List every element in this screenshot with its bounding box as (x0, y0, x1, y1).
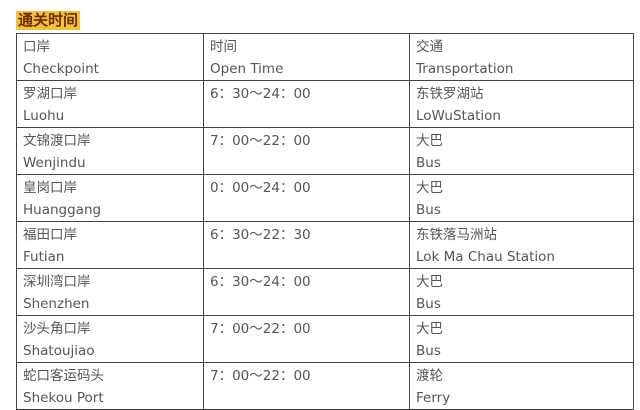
trans-cn-text: 东铁落马洲站 (416, 227, 497, 243)
cn-text: 文锦渡口岸 (23, 133, 91, 149)
trans-en-text: Bus (416, 296, 441, 312)
section-title: 通关时间 (16, 11, 81, 30)
trans-en-text: Bus (416, 155, 441, 171)
cn-text: 沙头角口岸 (23, 321, 91, 337)
checkpoint-cell: 蛇口客运码头 Shekou Port (16, 362, 204, 410)
open-time-cell: 6：30～24：00 (203, 268, 410, 316)
checkpoint-cell: 沙头角口岸 Shatoujiao (16, 315, 204, 363)
header-en: Transportation (416, 61, 514, 77)
trans-cn-text: 渡轮 (416, 368, 443, 384)
transportation-cell: 大巴 Bus (409, 315, 634, 363)
checkpoint-cell: 文锦渡口岸 Wenjindu (16, 127, 204, 175)
time-text: 6：30～24：00 (210, 86, 311, 102)
en-text: Shatoujiao (23, 343, 95, 359)
time-text: 7：00～22：00 (210, 133, 311, 149)
cn-text: 福田口岸 (23, 227, 77, 243)
transportation-cell: 大巴 Bus (409, 127, 634, 175)
table-row: 皇岗口岸 Huanggang 0：00～24：00 大巴 Bus (16, 174, 634, 222)
checkpoint-table: 口岸 Checkpoint 时间 Open Time 交通 Transportatio… (16, 33, 634, 410)
cn-text: 深圳湾口岸 (23, 274, 91, 290)
cn-text: 皇岗口岸 (23, 180, 77, 196)
en-text: Shenzhen (23, 296, 90, 312)
transportation-cell: 东铁罗湖站 LoWuStation (409, 80, 634, 128)
trans-en-text: Bus (416, 343, 441, 359)
trans-en-text: Bus (416, 202, 441, 218)
trans-en-text: LoWuStation (416, 108, 501, 124)
header-checkpoint: 口岸 Checkpoint (16, 33, 204, 81)
open-time-cell: 7：00～22：00 (203, 362, 410, 410)
open-time-cell: 0：00～24：00 (203, 174, 410, 222)
header-open-time: 时间 Open Time (203, 33, 410, 81)
trans-en-text: Ferry (416, 390, 451, 406)
header-en: Checkpoint (23, 61, 99, 77)
en-text: Huanggang (23, 202, 102, 218)
transportation-cell: 大巴 Bus (409, 268, 634, 316)
transportation-cell: 大巴 Bus (409, 174, 634, 222)
trans-cn-text: 大巴 (416, 274, 443, 290)
time-text: 7：00～22：00 (210, 368, 311, 384)
time-text: 7：00～22：00 (210, 321, 311, 337)
open-time-cell: 7：00～22：00 (203, 127, 410, 175)
table-row: 文锦渡口岸 Wenjindu 7：00～22：00 大巴 Bus (16, 127, 634, 175)
table-row: 罗湖口岸 Luohu 6：30～24：00 东铁罗湖站 LoWuStation (16, 80, 634, 128)
transportation-cell: 渡轮 Ferry (409, 362, 634, 410)
open-time-cell: 6：30～22：30 (203, 221, 410, 269)
cn-text: 蛇口客运码头 (23, 368, 104, 384)
time-text: 6：30～22：30 (210, 227, 311, 243)
checkpoint-cell: 深圳湾口岸 Shenzhen (16, 268, 204, 316)
time-text: 0：00～24：00 (210, 180, 311, 196)
time-text: 6：30～24：00 (210, 274, 311, 290)
trans-cn-text: 大巴 (416, 180, 443, 196)
trans-en-text: Lok Ma Chau Station (416, 249, 555, 265)
en-text: Futian (23, 249, 65, 265)
open-time-cell: 7：00～22：00 (203, 315, 410, 363)
table-row: 蛇口客运码头 Shekou Port 7：00～22：00 渡轮 Ferry (16, 362, 634, 410)
en-text: Shekou Port (23, 390, 104, 406)
header-cn: 交通 (416, 39, 443, 55)
header-transportation: 交通 Transportation (409, 33, 634, 81)
table-header-row: 口岸 Checkpoint 时间 Open Time 交通 Transportatio… (16, 33, 634, 81)
header-cn: 时间 (210, 39, 237, 55)
checkpoint-cell: 罗湖口岸 Luohu (16, 80, 204, 128)
trans-cn-text: 大巴 (416, 321, 443, 337)
trans-cn-text: 大巴 (416, 133, 443, 149)
open-time-cell: 6：30～24：00 (203, 80, 410, 128)
en-text: Luohu (23, 108, 65, 124)
table-row: 福田口岸 Futian 6：30～22：30 东铁落马洲站 Lok Ma Chau St… (16, 221, 634, 269)
table-row: 深圳湾口岸 Shenzhen 6：30～24：00 大巴 Bus (16, 268, 634, 316)
transportation-cell: 东铁落马洲站 Lok Ma Chau Station (409, 221, 634, 269)
header-en: Open Time (210, 61, 284, 77)
header-cn: 口岸 (23, 39, 50, 55)
en-text: Wenjindu (23, 155, 86, 171)
trans-cn-text: 东铁罗湖站 (416, 86, 484, 102)
cn-text: 罗湖口岸 (23, 86, 77, 102)
checkpoint-cell: 福田口岸 Futian (16, 221, 204, 269)
table-row: 沙头角口岸 Shatoujiao 7：00～22：00 大巴 Bus (16, 315, 634, 363)
checkpoint-cell: 皇岗口岸 Huanggang (16, 174, 204, 222)
